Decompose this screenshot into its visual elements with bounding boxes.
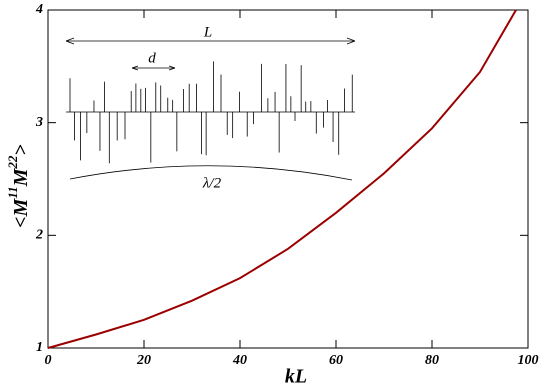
- y-label-part: <M: [10, 197, 32, 227]
- x-tick-label: 20: [136, 353, 151, 368]
- wave-arc: [69, 165, 353, 181]
- x-tick-label: 60: [329, 353, 343, 368]
- y-label-part: 22: [5, 155, 20, 170]
- y-tick-label: 4: [35, 2, 43, 17]
- inset-diagram: [65, 37, 356, 181]
- y-label-part: 11: [5, 186, 20, 198]
- x-tick-label: 0: [45, 353, 52, 368]
- x-tick-label: 100: [518, 353, 539, 368]
- annotation: λ/2: [202, 175, 222, 191]
- annotation: L: [203, 24, 212, 40]
- y-label-part: M: [10, 167, 32, 187]
- y-axis-label: <M11M22>: [5, 144, 32, 228]
- y-label-part: >: [10, 144, 32, 155]
- x-tick-label: 40: [232, 353, 247, 368]
- y-tick-label: 1: [36, 340, 43, 355]
- x-axis-label: kL: [285, 366, 307, 387]
- arrow-heads: [65, 37, 356, 45]
- arrow-heads: [131, 65, 176, 71]
- plot-frame: [47, 9, 529, 349]
- line-series: [47, 9, 517, 349]
- x-tick-label: 80: [425, 353, 439, 368]
- y-tick-label: 2: [35, 228, 43, 243]
- y-tick-label: 3: [35, 115, 43, 130]
- annotation: d: [148, 50, 156, 66]
